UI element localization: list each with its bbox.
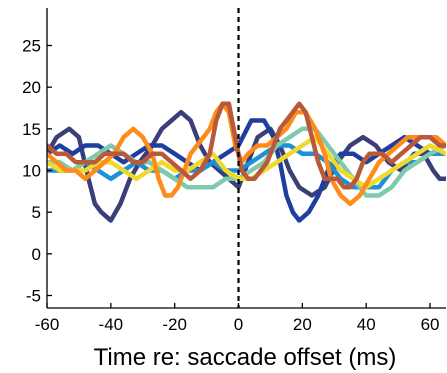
x-tick-label: 40 [357, 315, 376, 334]
series-line-2 [47, 118, 446, 223]
y-tick-label: -5 [26, 287, 41, 306]
x-tick-label: 60 [421, 315, 440, 334]
y-tick-label: 10 [22, 162, 41, 181]
x-axis-title: Time re: saccade offset (ms) [94, 344, 397, 371]
x-tick-label: -20 [162, 315, 187, 334]
series-layer [47, 101, 446, 223]
y-axis-ticks: -5 0 5 10 15 20 25 [22, 37, 52, 306]
y-tick-label: 25 [22, 37, 41, 56]
series-line-3 [47, 143, 446, 190]
y-tick-label: 0 [32, 245, 41, 264]
series-line-7 [47, 101, 446, 190]
y-tick-label: 15 [22, 120, 41, 139]
y-tick-label: 20 [22, 78, 41, 97]
x-tick-label: 0 [234, 315, 243, 334]
x-tick-label: 20 [293, 315, 312, 334]
x-tick-label: -60 [35, 315, 60, 334]
y-tick-label: 5 [32, 203, 41, 222]
x-tick-label: -40 [99, 315, 124, 334]
x-axis-ticks: -60 -40 -20 0 20 40 60 [35, 303, 440, 334]
series-line-5 [47, 134, 446, 190]
